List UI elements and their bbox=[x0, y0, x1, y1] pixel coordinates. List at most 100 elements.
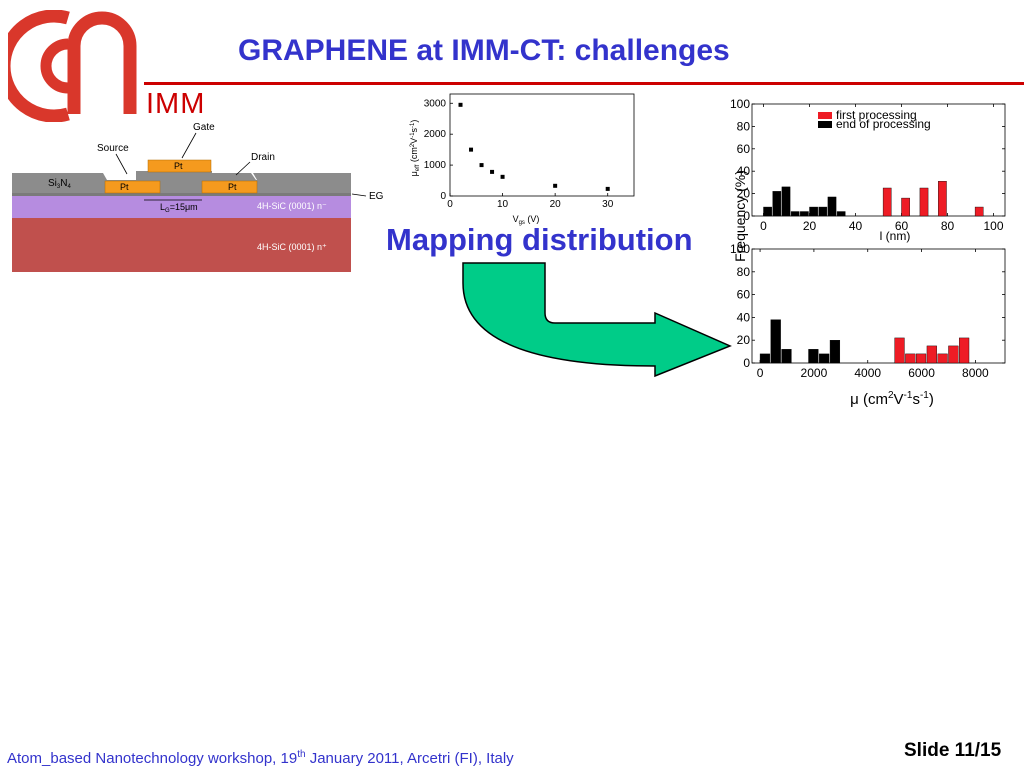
substrate-layer bbox=[12, 218, 351, 272]
hist-mobility-bar bbox=[829, 339, 841, 364]
hist-length-x-axis-label: l (nm) bbox=[880, 229, 911, 243]
hist-length-y-tick-label: 40 bbox=[737, 164, 751, 178]
gate-contact bbox=[147, 159, 212, 173]
hist-length-legend-swatch bbox=[818, 112, 832, 119]
hist-mobility-x-tick-label: 6000 bbox=[908, 366, 935, 380]
hist-mobility-bar bbox=[926, 345, 937, 364]
hist-mobility-bar bbox=[819, 353, 830, 364]
hist-mobility-x-tick-label: 4000 bbox=[854, 366, 881, 380]
scatter-point bbox=[500, 174, 505, 179]
scatter-x-tick-label: 20 bbox=[550, 199, 562, 210]
hist-length-y-tick-label: 80 bbox=[737, 119, 751, 133]
logo-inner-arc bbox=[40, 38, 69, 94]
source-pointer bbox=[115, 153, 128, 175]
hist-length-x-tick-label: 60 bbox=[895, 219, 909, 233]
hist-length-bar bbox=[827, 196, 837, 217]
length-histogram: 0 20 40 60 80 100 0 20 40 60 80 100 first processing… bbox=[730, 97, 1006, 243]
scatter-point bbox=[605, 186, 610, 191]
scatter-y-tick-label: 0 bbox=[440, 191, 446, 202]
hist-length-bar bbox=[772, 191, 782, 217]
hist-mobility-x-tick-label: 8000 bbox=[962, 366, 989, 380]
eg-pointer bbox=[351, 193, 367, 197]
drain-pointer bbox=[235, 161, 251, 176]
hist-length-bar bbox=[919, 187, 929, 217]
scatter-point bbox=[479, 163, 484, 168]
drain-label: Drain bbox=[251, 152, 275, 163]
hist-length-bar bbox=[974, 206, 984, 217]
logo-text: IMM bbox=[146, 88, 206, 120]
drain-contact bbox=[201, 180, 258, 194]
hist-length-bar bbox=[763, 206, 772, 217]
hist-mobility-y-tick-label: 0 bbox=[743, 356, 750, 370]
hist-mobility-bar bbox=[937, 353, 948, 364]
hist-length-frame bbox=[751, 103, 1006, 217]
eg-label: EG bbox=[369, 191, 384, 202]
gate-pointer bbox=[181, 132, 197, 159]
nitride-label: Si3N4 bbox=[48, 178, 71, 190]
logo-n-shape bbox=[67, 11, 137, 114]
hist-length-bar bbox=[781, 186, 791, 217]
scatter-x-tick-label: 0 bbox=[447, 199, 453, 210]
header-rule bbox=[144, 82, 1024, 85]
hist-mobility-bar bbox=[959, 337, 970, 364]
device-cross-section: Pt Pt Pt Gate Source Drain Si3N4 EG LG=1… bbox=[12, 122, 384, 272]
cnr-logo bbox=[8, 10, 137, 122]
scatter-point bbox=[458, 102, 463, 107]
scatter-point bbox=[553, 183, 558, 188]
hist-length-bar bbox=[800, 211, 809, 217]
scatter-x-tick-label: 10 bbox=[497, 199, 509, 210]
curved-arrow-shape bbox=[462, 262, 732, 378]
hist-length-y-tick-label: 0 bbox=[743, 209, 750, 223]
hist-length-legend-label: end of processing bbox=[836, 117, 931, 131]
hist-mobility-y-tick-label: 40 bbox=[737, 310, 751, 324]
mapping-distribution-label: Mapping distribution bbox=[386, 222, 693, 257]
hist-length-legend-label: first processing bbox=[836, 108, 917, 122]
scatter-point bbox=[490, 169, 495, 174]
hist-mobility-bar bbox=[770, 319, 781, 364]
source-label: Source bbox=[97, 143, 129, 154]
hist-mobility-x-axis-label: μ (cm2V-1s-1) bbox=[850, 390, 934, 408]
slide-title: GRAPHENE at IMM-CT: challenges bbox=[238, 34, 730, 67]
hist-length-bar bbox=[818, 206, 828, 217]
lg-label: LG=15μm bbox=[160, 202, 198, 214]
hist-length-y-tick-label: 20 bbox=[737, 187, 751, 201]
hist-mobility-bar bbox=[894, 337, 905, 364]
hist-length-bar bbox=[901, 197, 910, 217]
hist-mobility-x-tick-label: 2000 bbox=[801, 366, 828, 380]
pt-source-label: Pt bbox=[120, 182, 129, 192]
hist-length-bar bbox=[938, 181, 947, 217]
hist-length-legend-swatch bbox=[818, 121, 832, 128]
hist-mobility-bar bbox=[759, 353, 771, 364]
hist-length-bar bbox=[882, 187, 892, 217]
substrate-label: 4H-SiC (0001) n⁺ bbox=[257, 242, 327, 252]
hist-mobility-y-tick-label: 80 bbox=[737, 265, 751, 279]
hist-length-y-tick-label: 60 bbox=[737, 142, 751, 156]
scatter-frame bbox=[449, 93, 635, 197]
hist-mobility-bar bbox=[948, 345, 959, 364]
hist-mobility-y-tick-label: 20 bbox=[737, 333, 751, 347]
hist-mobility-bar bbox=[915, 353, 927, 364]
hist-length-bar bbox=[836, 211, 846, 217]
mobility-histogram: 0 2000 4000 6000 8000 0 20 40 60 80 100 μ (cm2V-1s… bbox=[730, 242, 1006, 408]
scatter-x-tick-label: 30 bbox=[602, 199, 614, 210]
hist-length-x-tick-label: 100 bbox=[983, 219, 1003, 233]
scatter-y-tick-label: 3000 bbox=[424, 98, 447, 109]
source-contact bbox=[104, 180, 161, 194]
hist-length-x-tick-label: 40 bbox=[849, 219, 863, 233]
epilayer-label: 4H-SiC (0001) n⁻ bbox=[257, 201, 327, 211]
hist-mobility-y-tick-label: 60 bbox=[737, 288, 751, 302]
nitride-layer bbox=[12, 173, 351, 193]
hist-length-bar bbox=[809, 206, 818, 217]
scatter-x-axis-label: Vgs (V) bbox=[513, 214, 540, 226]
hist-mobility-bar bbox=[781, 349, 792, 364]
mobility-vs-vgs-chart: 0 10 20 30 0 1000 2000 3000 Vgs (V) μeff (cm2V-… bbox=[409, 93, 635, 226]
hist-mobility-frame bbox=[751, 248, 1006, 364]
hist-length-x-tick-label: 80 bbox=[941, 219, 955, 233]
scatter-y-axis-label: μeff (cm2V-1s-1) bbox=[409, 120, 421, 177]
hist-length-x-tick-label: 20 bbox=[803, 219, 817, 233]
hist-length-bar bbox=[790, 211, 800, 217]
hist-length-y-tick-label: 100 bbox=[730, 97, 750, 111]
pt-drain-label: Pt bbox=[228, 182, 237, 192]
curved-arrow bbox=[462, 262, 732, 378]
hist-length-x-tick-label: 0 bbox=[760, 219, 767, 233]
